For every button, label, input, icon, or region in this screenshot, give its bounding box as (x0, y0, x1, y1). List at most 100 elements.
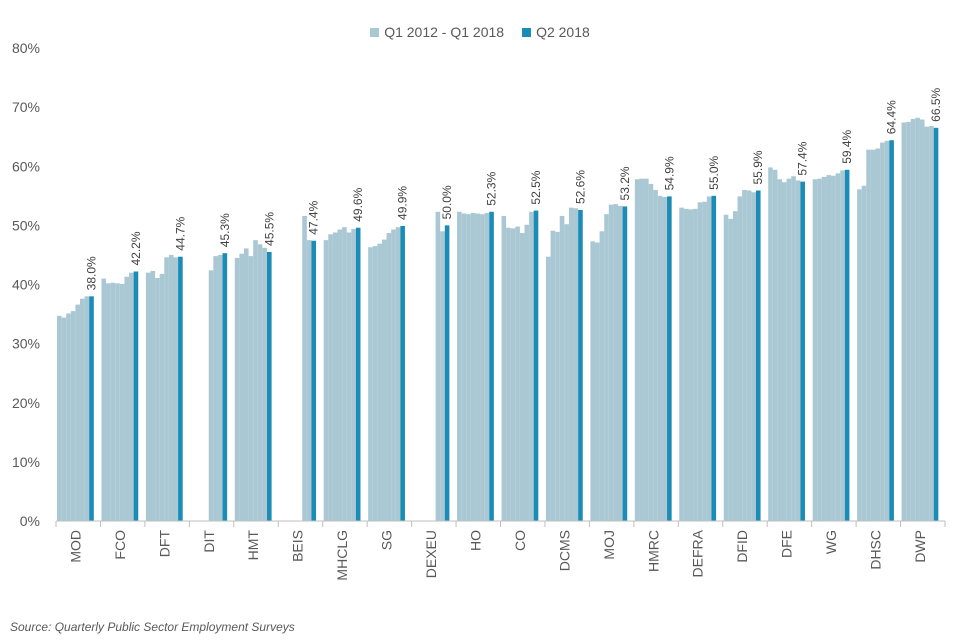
bar-history-hmt (262, 247, 267, 521)
bar-history-dfe (795, 180, 801, 521)
legend-item-q2-2018: Q2 2018 (522, 24, 590, 40)
category-label-dcms: DCMS (556, 530, 572, 571)
bar-history-dft (145, 272, 151, 521)
y-tick-label: 60% (12, 158, 40, 174)
bar-history-fco (119, 283, 125, 521)
bar-history-wg (812, 179, 818, 521)
category-label-co: CO (512, 530, 528, 551)
bar-history-beis (306, 240, 312, 521)
bar-history-dcms (573, 208, 579, 521)
bar-q2-2018-moj (622, 206, 628, 521)
bar-history-hmrc (653, 189, 658, 521)
data-label-hmt: 45.5% (262, 212, 276, 246)
bar-history-dcms (559, 215, 565, 522)
bar-history-ho (480, 214, 485, 522)
data-label-dfe: 57.4% (796, 141, 810, 175)
bar-history-moj (608, 204, 614, 521)
data-label-ho: 52.3% (485, 171, 499, 205)
bar-history-co (510, 228, 516, 522)
bar-history-sg (395, 227, 401, 521)
bar-history-ho (475, 213, 481, 522)
bar-history-wg (821, 176, 827, 521)
y-tick-label: 0% (20, 513, 40, 529)
bar-history-co (519, 233, 525, 521)
bar-history-dfe (782, 182, 787, 521)
bar-q2-2018-dwp (933, 127, 939, 521)
bar-history-dhsc (861, 185, 867, 522)
y-tick-label: 70% (12, 99, 40, 115)
bar-history-moj (618, 205, 623, 521)
bar-history-hmt (239, 253, 244, 521)
data-label-hmrc: 54.9% (662, 156, 676, 190)
bar-history-hmrc (662, 196, 668, 521)
bar-history-moj (604, 214, 609, 522)
bar-history-moj (590, 241, 595, 521)
bar-history-fco (115, 283, 120, 521)
legend-label-history: Q1 2012 - Q1 2018 (384, 24, 505, 40)
category-label-mhclg: MHCLG (334, 530, 350, 581)
category-label-ho: HO (467, 530, 483, 551)
category-label-sg: SG (379, 530, 395, 550)
bar-history-mod (75, 304, 80, 521)
bar-history-dexeu (435, 211, 441, 521)
bar-history-wg (835, 173, 841, 521)
bar-history-mhclg (332, 232, 338, 521)
bar-history-dhsc (875, 148, 881, 521)
y-tick-label: 10% (12, 454, 40, 470)
category-label-wg: WG (823, 530, 839, 554)
data-label-dhsc: 64.4% (885, 100, 899, 134)
data-label-dexeu: 50.0% (440, 185, 454, 219)
bar-history-co (524, 224, 530, 521)
source-note: Source: Quarterly Public Sector Employme… (10, 620, 295, 634)
bar-q2-2018-dft (178, 256, 183, 521)
data-label-dwp: 66.5% (929, 87, 943, 121)
bar-history-fco (124, 276, 130, 521)
bar-history-dft (159, 273, 165, 521)
data-label-mhclg: 49.6% (351, 187, 365, 221)
bar-history-hmt (253, 240, 258, 521)
category-label-dexeu: DEXEU (423, 530, 439, 578)
bar-history-wg (831, 175, 836, 521)
bar-history-dwp (910, 118, 916, 521)
bar-history-dft (168, 254, 174, 521)
bar-history-dfid (737, 196, 743, 521)
bar-history-hmt (234, 257, 240, 521)
category-label-fco: FCO (112, 530, 128, 560)
bar-history-hmrc (634, 179, 640, 521)
bar-history-dfid (742, 189, 747, 521)
y-tick-label: 40% (12, 277, 40, 293)
bar-q2-2018-dfid (755, 190, 761, 521)
data-label-dcms: 52.6% (573, 170, 587, 204)
bar-history-fco (129, 272, 134, 521)
bar-history-defra (683, 208, 689, 521)
bar-history-mhclg (346, 232, 352, 521)
bar-history-mod (57, 315, 62, 521)
bar-history-fco (110, 282, 116, 521)
bar-history-dft (150, 270, 156, 521)
bar-history-ho (461, 213, 467, 522)
bar-history-dhsc (884, 140, 890, 522)
bar-history-dft (164, 257, 169, 521)
bar-history-mod (61, 317, 67, 521)
bar-history-dwp (906, 121, 911, 521)
category-label-beis: BEIS (290, 530, 306, 562)
bar-history-mod (84, 296, 90, 521)
data-label-co: 52.5% (529, 170, 543, 204)
legend-item-history: Q1 2012 - Q1 2018 (370, 24, 504, 40)
data-label-mod: 38.0% (85, 256, 99, 290)
data-label-dfid: 55.9% (751, 150, 765, 184)
bar-history-sg (391, 229, 396, 522)
bar-history-dfe (777, 179, 782, 521)
bar-history-sg (368, 247, 373, 521)
chart-legend: Q1 2012 - Q1 2018 Q2 2018 (0, 24, 960, 40)
bar-history-co (501, 215, 507, 522)
bar-history-ho (470, 212, 476, 522)
category-label-defra: DEFRA (690, 529, 706, 577)
bar-history-sg (381, 239, 387, 521)
bar-history-hmrc (644, 178, 649, 521)
bar-history-co (529, 211, 534, 521)
bar-history-dfid (751, 192, 756, 521)
bar-q2-2018-fco (133, 271, 139, 521)
category-label-hmrc: HMRC (645, 530, 661, 572)
bar-history-wg (817, 178, 822, 521)
